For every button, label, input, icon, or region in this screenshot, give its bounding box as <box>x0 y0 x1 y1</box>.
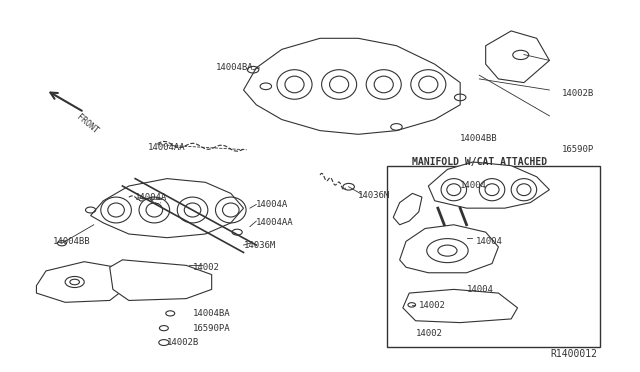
Text: 16590PA: 16590PA <box>193 324 230 333</box>
Polygon shape <box>428 162 549 208</box>
Text: 14002B: 14002B <box>167 339 199 347</box>
Text: 14002B: 14002B <box>562 89 595 98</box>
Polygon shape <box>91 179 244 238</box>
Text: 14002: 14002 <box>415 329 442 338</box>
Polygon shape <box>486 31 549 83</box>
Text: 16590P: 16590P <box>562 145 595 154</box>
Polygon shape <box>399 225 499 273</box>
Polygon shape <box>36 262 129 302</box>
Text: 14002: 14002 <box>193 263 220 272</box>
Bar <box>387 166 600 347</box>
Text: 14004BA: 14004BA <box>216 63 253 72</box>
Polygon shape <box>109 260 212 301</box>
Text: 14004BA: 14004BA <box>193 309 230 318</box>
Text: FRONT: FRONT <box>75 112 100 135</box>
Text: 14036M: 14036M <box>358 191 390 200</box>
Text: 14002: 14002 <box>419 301 445 311</box>
Text: 14004AA: 14004AA <box>256 218 294 227</box>
Text: 14004A: 14004A <box>135 193 168 202</box>
Text: 14004A: 14004A <box>256 200 289 209</box>
Text: 14004: 14004 <box>460 182 487 190</box>
Text: 14036M: 14036M <box>244 241 276 250</box>
Polygon shape <box>244 38 460 134</box>
Text: R1400012: R1400012 <box>550 349 597 359</box>
Text: 14004BB: 14004BB <box>460 134 498 142</box>
Text: 14004: 14004 <box>467 285 493 294</box>
Text: MANIFOLD W/CAT ATTACHED: MANIFOLD W/CAT ATTACHED <box>412 157 548 167</box>
Text: 14004AA: 14004AA <box>148 143 186 152</box>
Text: 14004: 14004 <box>476 237 503 246</box>
Text: 14004BB: 14004BB <box>52 237 90 246</box>
Polygon shape <box>394 193 422 225</box>
Polygon shape <box>403 289 518 323</box>
